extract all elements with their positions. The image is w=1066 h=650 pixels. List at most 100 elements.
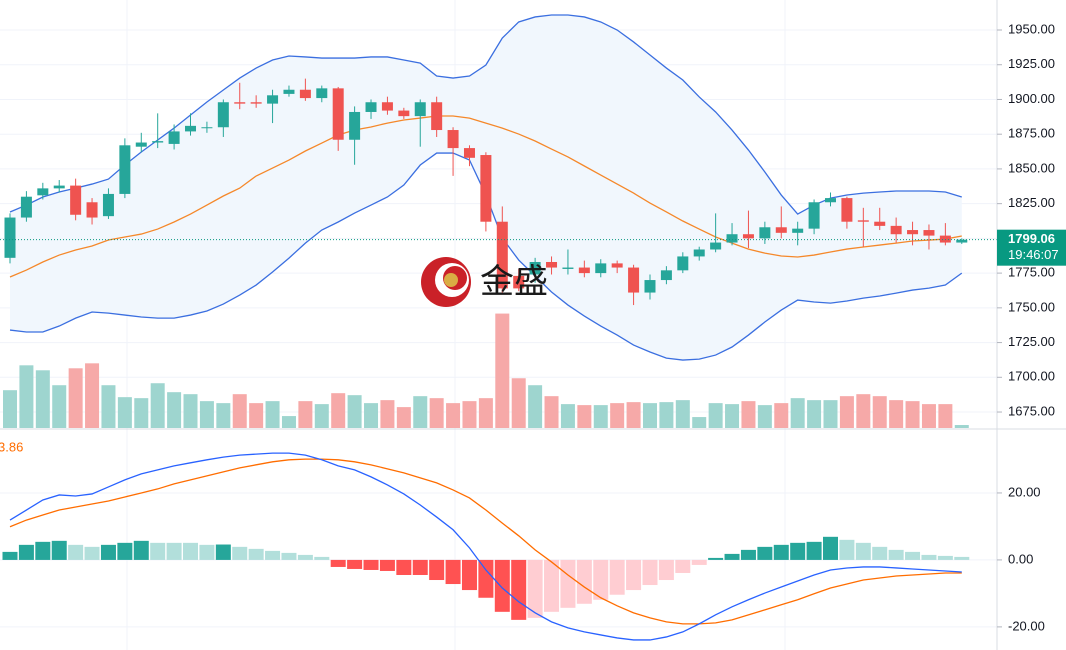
volume-bar bbox=[446, 403, 461, 428]
volume-bar bbox=[889, 400, 904, 428]
candle-body bbox=[759, 227, 771, 239]
histogram-bar bbox=[839, 539, 855, 560]
signal-line bbox=[9, 458, 962, 625]
volume-bar bbox=[626, 402, 641, 428]
candle-body bbox=[119, 145, 131, 194]
y-tick-label: 1950.00 bbox=[1008, 21, 1055, 36]
axis: 1675.001700.001725.001750.001775.001800.… bbox=[0, 21, 1066, 633]
histogram-bar bbox=[379, 559, 395, 571]
volume-bar bbox=[101, 385, 116, 428]
volume-bar bbox=[725, 404, 740, 428]
volume-bar bbox=[495, 313, 510, 428]
y-tick-label: 1750.00 bbox=[1008, 299, 1055, 314]
histogram-bar bbox=[626, 559, 642, 591]
volume-bar bbox=[3, 390, 17, 428]
histogram-bar bbox=[363, 559, 379, 570]
volume-bar bbox=[413, 396, 428, 428]
volume-bar bbox=[839, 396, 854, 428]
volume-bar bbox=[150, 383, 165, 428]
volume-bar bbox=[85, 363, 100, 428]
histogram-bar bbox=[642, 559, 658, 586]
candle-body bbox=[86, 202, 98, 218]
candle-body bbox=[267, 95, 279, 104]
logo-core bbox=[444, 273, 458, 287]
candle-body bbox=[939, 235, 951, 243]
candle-body bbox=[628, 267, 640, 293]
histogram-bar bbox=[790, 542, 806, 560]
volume-bar bbox=[35, 370, 50, 428]
volume-bar bbox=[544, 396, 559, 428]
y-tick-label: 1900.00 bbox=[1008, 91, 1055, 106]
volume-bar bbox=[134, 398, 149, 428]
candle-body bbox=[693, 249, 705, 257]
volume-bar bbox=[675, 400, 690, 428]
candle-body bbox=[168, 131, 180, 144]
histogram-bar bbox=[576, 559, 592, 604]
volume-bar bbox=[380, 400, 395, 428]
candle-body bbox=[742, 234, 754, 239]
y-tick-label: 0.00 bbox=[1008, 551, 1033, 566]
candle-body bbox=[299, 89, 311, 99]
histogram-bar bbox=[921, 554, 937, 560]
volume-bar bbox=[593, 405, 608, 428]
volume-bar bbox=[511, 378, 526, 428]
volume-bar bbox=[216, 403, 231, 428]
candle-body bbox=[4, 217, 16, 258]
histogram-bar bbox=[593, 559, 609, 600]
histogram-bar bbox=[823, 536, 838, 560]
volume-bar bbox=[642, 403, 657, 428]
candle-body bbox=[710, 242, 722, 250]
y-tick-label: 20.00 bbox=[1008, 484, 1041, 499]
watermark: 金盛 bbox=[480, 263, 548, 301]
candle-body bbox=[644, 280, 656, 293]
histogram-bar bbox=[297, 554, 313, 560]
candle-body bbox=[349, 111, 361, 140]
candle-body bbox=[726, 234, 738, 243]
volume-bar bbox=[741, 401, 756, 428]
candle-body bbox=[923, 230, 935, 236]
volume-bar bbox=[577, 405, 592, 428]
candle-body bbox=[529, 261, 541, 275]
histogram-bar bbox=[511, 559, 527, 620]
volume-bar bbox=[856, 394, 871, 428]
histogram-bar bbox=[412, 559, 428, 575]
candle-body bbox=[825, 198, 836, 203]
candle-body bbox=[907, 230, 919, 235]
histogram-bar bbox=[461, 559, 477, 591]
candle-body bbox=[37, 188, 49, 196]
volume-bar bbox=[478, 398, 493, 428]
volume-bar bbox=[68, 368, 83, 428]
histogram-bar bbox=[248, 548, 264, 560]
y-tick-label: -20.00 bbox=[1008, 618, 1045, 633]
candle-body bbox=[660, 270, 672, 281]
volume-bar bbox=[331, 393, 346, 428]
candle-body bbox=[217, 102, 229, 128]
candle-body bbox=[135, 142, 147, 147]
histogram-bar bbox=[560, 559, 576, 608]
candle-body bbox=[332, 88, 344, 140]
candle-body bbox=[792, 228, 804, 233]
histogram-bar bbox=[265, 550, 281, 560]
candle-body bbox=[447, 130, 459, 149]
candle-body bbox=[775, 227, 787, 233]
candle-body bbox=[201, 127, 213, 129]
volume-bar bbox=[807, 400, 822, 428]
histogram-bar bbox=[330, 559, 346, 567]
volume-bar bbox=[954, 425, 969, 428]
histogram-bar bbox=[937, 555, 953, 560]
candle-body bbox=[841, 198, 853, 222]
histogram-bar bbox=[773, 544, 789, 560]
volume-bar bbox=[659, 402, 674, 428]
volume-bar bbox=[347, 395, 362, 428]
histogram-bar bbox=[232, 546, 248, 560]
y-tick-label: 1675.00 bbox=[1008, 403, 1055, 418]
histogram-bar bbox=[396, 559, 412, 575]
histogram-bar bbox=[183, 542, 199, 560]
volume-bar bbox=[774, 403, 789, 428]
volume-bar bbox=[199, 401, 214, 428]
candle-body bbox=[578, 267, 590, 274]
candle-body bbox=[874, 221, 886, 226]
candle-body bbox=[595, 263, 607, 274]
histogram-bar bbox=[150, 542, 166, 560]
last-price-box bbox=[997, 229, 1066, 266]
